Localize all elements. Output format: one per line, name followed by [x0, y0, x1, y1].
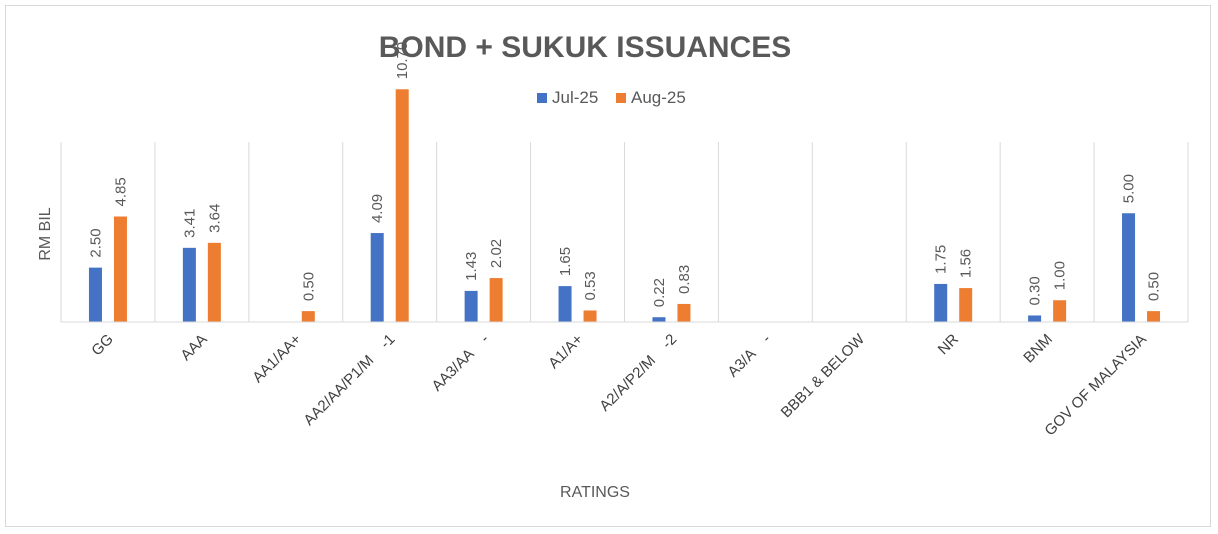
bar-aug-25 — [1147, 311, 1161, 322]
data-label: 1.75 — [933, 245, 950, 274]
chart-frame — [5, 5, 1211, 527]
bar-aug-25 — [395, 89, 409, 323]
bar-aug-25 — [959, 288, 973, 322]
bar-jul-25 — [934, 283, 948, 322]
bar-aug-25 — [301, 311, 315, 322]
bar-jul-25 — [370, 233, 384, 322]
bar-jul-25 — [1028, 315, 1042, 322]
legend-label: Jul-25 — [552, 88, 598, 107]
data-label: 0.53 — [582, 271, 599, 300]
bar-aug-25 — [1053, 300, 1067, 322]
x-tick-label: AA3/AA - — [429, 331, 493, 395]
bar-aug-25 — [677, 303, 691, 322]
data-label: 4.85 — [112, 177, 129, 206]
bar-jul-25 — [182, 247, 196, 322]
chart-title: BOND + SUKUK ISSUANCES — [379, 31, 792, 64]
bar-jul-25 — [558, 286, 572, 322]
bars — [88, 89, 1161, 323]
data-label: 1.65 — [557, 247, 574, 276]
legend: Jul-25 Aug-25 — [537, 88, 686, 107]
data-label: 0.50 — [1146, 272, 1163, 301]
x-tick-label: BBB1 & BELOW — [778, 330, 869, 421]
x-tick-labels: GG AAA AA1/AA+AA2/AA/P1/M -1 AA3/AA - A1/A+ A… — [88, 330, 1150, 439]
x-tick-label: BNM — [1020, 331, 1056, 367]
data-label: 4.09 — [369, 194, 386, 223]
x-tick-label: AA1/AA+ — [249, 331, 305, 387]
bar-jul-25 — [464, 290, 478, 322]
x-axis-title: RATINGS — [560, 484, 630, 501]
x-tick-label: GG — [88, 331, 117, 360]
data-label: 10.70 — [394, 42, 411, 80]
x-tick-label: A1/A+ — [545, 331, 586, 372]
data-label: 0.30 — [1027, 276, 1044, 305]
x-tick-label: NR — [935, 331, 962, 358]
bar-aug-25 — [489, 278, 503, 322]
legend-swatch-jul-25 — [537, 93, 547, 103]
bar-aug-25 — [113, 216, 127, 322]
legend-swatch-aug-25 — [616, 93, 626, 103]
x-tick-label: A3/A - — [724, 331, 774, 381]
bar-jul-25 — [652, 317, 666, 322]
legend-label: Aug-25 — [631, 88, 686, 107]
data-label: 2.50 — [87, 228, 104, 257]
x-tick-label: AAA — [177, 331, 210, 364]
data-label: 1.56 — [958, 249, 975, 278]
y-axis-title: RM BIL — [37, 207, 54, 260]
data-label: 2.02 — [488, 239, 505, 268]
data-label: 0.83 — [676, 265, 693, 294]
data-label: 3.64 — [206, 204, 223, 233]
data-labels: 2.50 4.85 3.41 3.64 0.50 4.09 10.70 1.43 2.02 1.6… — [87, 42, 1162, 307]
bar-aug-25 — [583, 310, 597, 322]
data-label: 1.00 — [1052, 261, 1069, 290]
data-label: 3.41 — [181, 209, 198, 238]
x-tick-label: A2/A/P2/M -2 — [596, 331, 680, 415]
data-label: 0.22 — [651, 278, 668, 307]
bar-aug-25 — [207, 242, 221, 322]
bar-jul-25 — [1122, 213, 1136, 322]
data-label: 5.00 — [1121, 174, 1138, 203]
data-label: 1.43 — [463, 252, 480, 281]
x-tick-label: GOV OF MALAYSIA — [1041, 331, 1149, 439]
gridlines — [60, 142, 1189, 322]
bar-jul-25 — [88, 267, 102, 322]
data-label: 0.50 — [300, 272, 317, 301]
x-tick-label: AA2/AA/P1/M -1 — [300, 331, 398, 429]
